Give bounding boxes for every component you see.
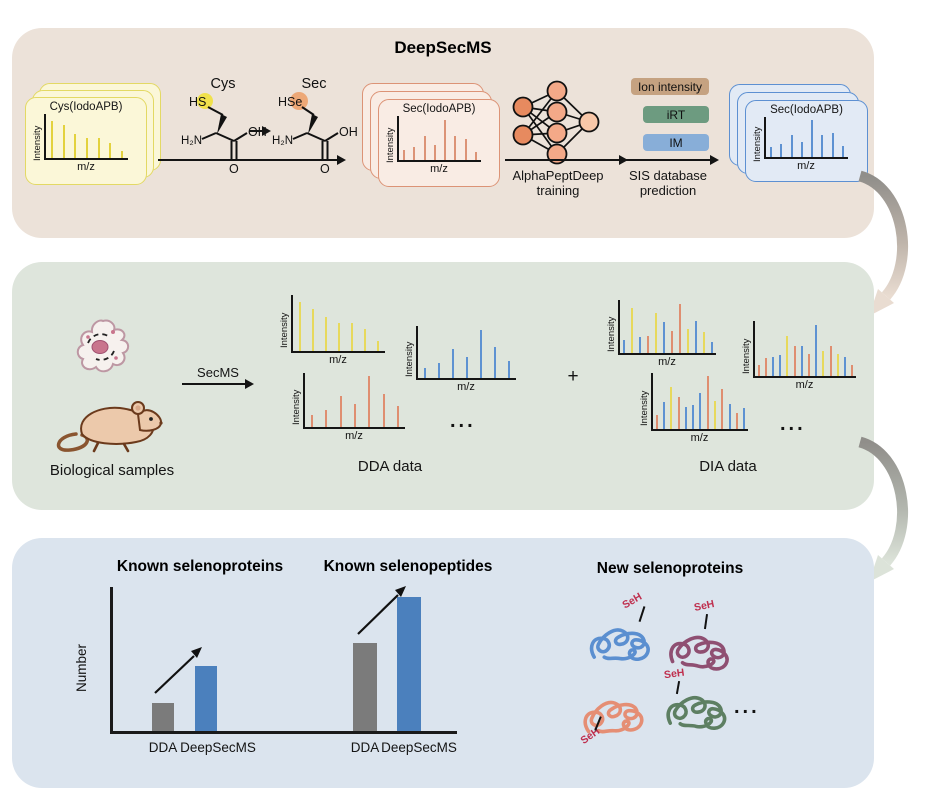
neural-network-icon bbox=[512, 80, 600, 165]
sec-spectrum: Intensity m/z bbox=[385, 116, 481, 175]
bar-dda-proteins bbox=[152, 703, 174, 731]
training-label-line2: training bbox=[536, 183, 580, 198]
panel-results: Known selenoproteins Known selenopeptide… bbox=[12, 538, 874, 788]
y-axis bbox=[110, 587, 113, 733]
mouse-icon bbox=[56, 401, 163, 453]
card-front: Sec(IodoAPB) Intensity m/z bbox=[745, 100, 868, 182]
sis-label-line1: SIS database bbox=[628, 168, 708, 183]
figure-title: DeepSecMS bbox=[394, 38, 492, 57]
training-label-line1: AlphaPeptDeep bbox=[512, 168, 604, 183]
bar-deepsecms-peptides bbox=[397, 597, 421, 731]
known-selenopeptides-title: Known selenopeptides bbox=[323, 558, 493, 575]
cysteine-structure: Cys HS H₂N O OH bbox=[181, 76, 267, 176]
svg-text:HS: HS bbox=[189, 95, 206, 109]
svg-text:H₂N: H₂N bbox=[272, 135, 293, 147]
dda-spectrum-salmon: Intensity m/z bbox=[291, 373, 405, 442]
panel-data-acquisition: Biological samples SecMS Intensity m/z In… bbox=[12, 262, 874, 510]
svg-text:Sec: Sec bbox=[302, 76, 327, 92]
cell-icon bbox=[76, 319, 130, 373]
increase-arrow-icon bbox=[154, 647, 202, 694]
sis-label-line2: prediction bbox=[639, 183, 697, 198]
bar-deepsecms-proteins bbox=[195, 666, 217, 731]
dda-ellipsis: ... bbox=[450, 410, 476, 432]
dia-data-label: DIA data bbox=[699, 458, 757, 475]
dda-spectrum-yellow: Intensity m/z bbox=[279, 295, 385, 366]
predicted-spectrum-card-stack: Sec(IodoAPB) Intensity m/z bbox=[729, 84, 884, 204]
increase-arrow-icon bbox=[357, 586, 406, 635]
svg-text:Cys: Cys bbox=[211, 76, 236, 92]
dda-spectrum-blue: Intensity m/z bbox=[404, 326, 516, 393]
tick-dda: DDA bbox=[350, 740, 380, 755]
x-axis bbox=[110, 731, 457, 734]
secms-arrow bbox=[182, 377, 254, 390]
sulfur-highlight bbox=[197, 93, 213, 109]
secms-arrow-label: SecMS bbox=[197, 365, 239, 380]
new-proteins-ellipsis: ... bbox=[734, 696, 760, 718]
panel1-to-panel2-curved-arrow-icon bbox=[858, 170, 909, 316]
known-selenoproteins-title: Known selenoproteins bbox=[116, 558, 284, 575]
prediction-arrow bbox=[623, 153, 719, 166]
svg-text:OH: OH bbox=[339, 125, 358, 139]
seh-label: SeH bbox=[692, 598, 716, 614]
tick-deepsecms: DeepSecMS bbox=[381, 740, 457, 755]
selenoprotein-ribbon-purple bbox=[669, 635, 729, 671]
selenoprotein-ribbon-blue bbox=[589, 628, 650, 661]
bar-dda-peptides bbox=[353, 643, 377, 731]
y-axis-label: Number bbox=[74, 643, 89, 692]
plus-sign: + bbox=[567, 366, 579, 387]
sec-spectrum-card-stack: Sec(IodoAPB) Intensity m/z bbox=[362, 83, 517, 203]
dia-ellipsis: ... bbox=[780, 413, 806, 435]
predicted-spectrum: Intensity m/z bbox=[752, 117, 848, 172]
selenoprotein-ribbon-green bbox=[666, 695, 727, 730]
badge-im: IM bbox=[643, 134, 709, 151]
seh-label: SeH bbox=[620, 590, 645, 612]
svg-text:O: O bbox=[229, 162, 239, 176]
tick-dda: DDA bbox=[148, 740, 178, 755]
panel2-to-panel3-curved-arrow-icon bbox=[858, 436, 909, 582]
card-front: Sec(IodoAPB) Intensity m/z bbox=[378, 99, 500, 187]
labeling-reaction-arrow bbox=[158, 153, 346, 166]
dia-spectrum-1: Intensity m/z bbox=[606, 300, 716, 368]
badge-ion-intensity: Ion intensity bbox=[631, 78, 709, 95]
selenium-highlight bbox=[290, 92, 308, 110]
dia-spectrum-2: Intensity m/z bbox=[741, 321, 856, 391]
selenocysteine-structure: Sec HSe H₂N O OH bbox=[272, 76, 358, 176]
cys-spectrum: Intensity m/z bbox=[32, 114, 128, 173]
badge-label: iRT bbox=[666, 107, 686, 122]
panel-deepsecms-workflow: DeepSecMS Cys(IodoAPB) Intensity m/z Cys … bbox=[12, 28, 874, 238]
biological-samples-label: Biological samples bbox=[49, 462, 175, 479]
svg-text:HSe: HSe bbox=[278, 95, 302, 109]
dda-data-label: DDA data bbox=[357, 458, 423, 475]
card-title: Sec(IodoAPB) bbox=[770, 104, 843, 116]
card-front: Cys(IodoAPB) Intensity m/z bbox=[25, 97, 147, 185]
badge-label: Ion intensity bbox=[637, 79, 703, 94]
cys-to-sec-arrow bbox=[249, 124, 271, 137]
svg-text:H₂N: H₂N bbox=[181, 135, 202, 147]
badge-irt: iRT bbox=[643, 106, 709, 123]
svg-text:O: O bbox=[320, 162, 330, 176]
card-title: Cys(IodoAPB) bbox=[49, 101, 123, 113]
tick-deepsecms: DeepSecMS bbox=[180, 740, 256, 755]
new-selenoproteins-title: New selenoproteins bbox=[596, 560, 744, 577]
card-title: Sec(IodoAPB) bbox=[402, 103, 476, 115]
badge-label: IM bbox=[669, 135, 683, 150]
dia-spectrum-3: Intensity m/z bbox=[639, 373, 748, 444]
training-arrow bbox=[505, 153, 628, 166]
seh-label: SeH bbox=[663, 666, 686, 682]
cys-spectrum-card-stack: Cys(IodoAPB) Intensity m/z bbox=[25, 83, 180, 203]
